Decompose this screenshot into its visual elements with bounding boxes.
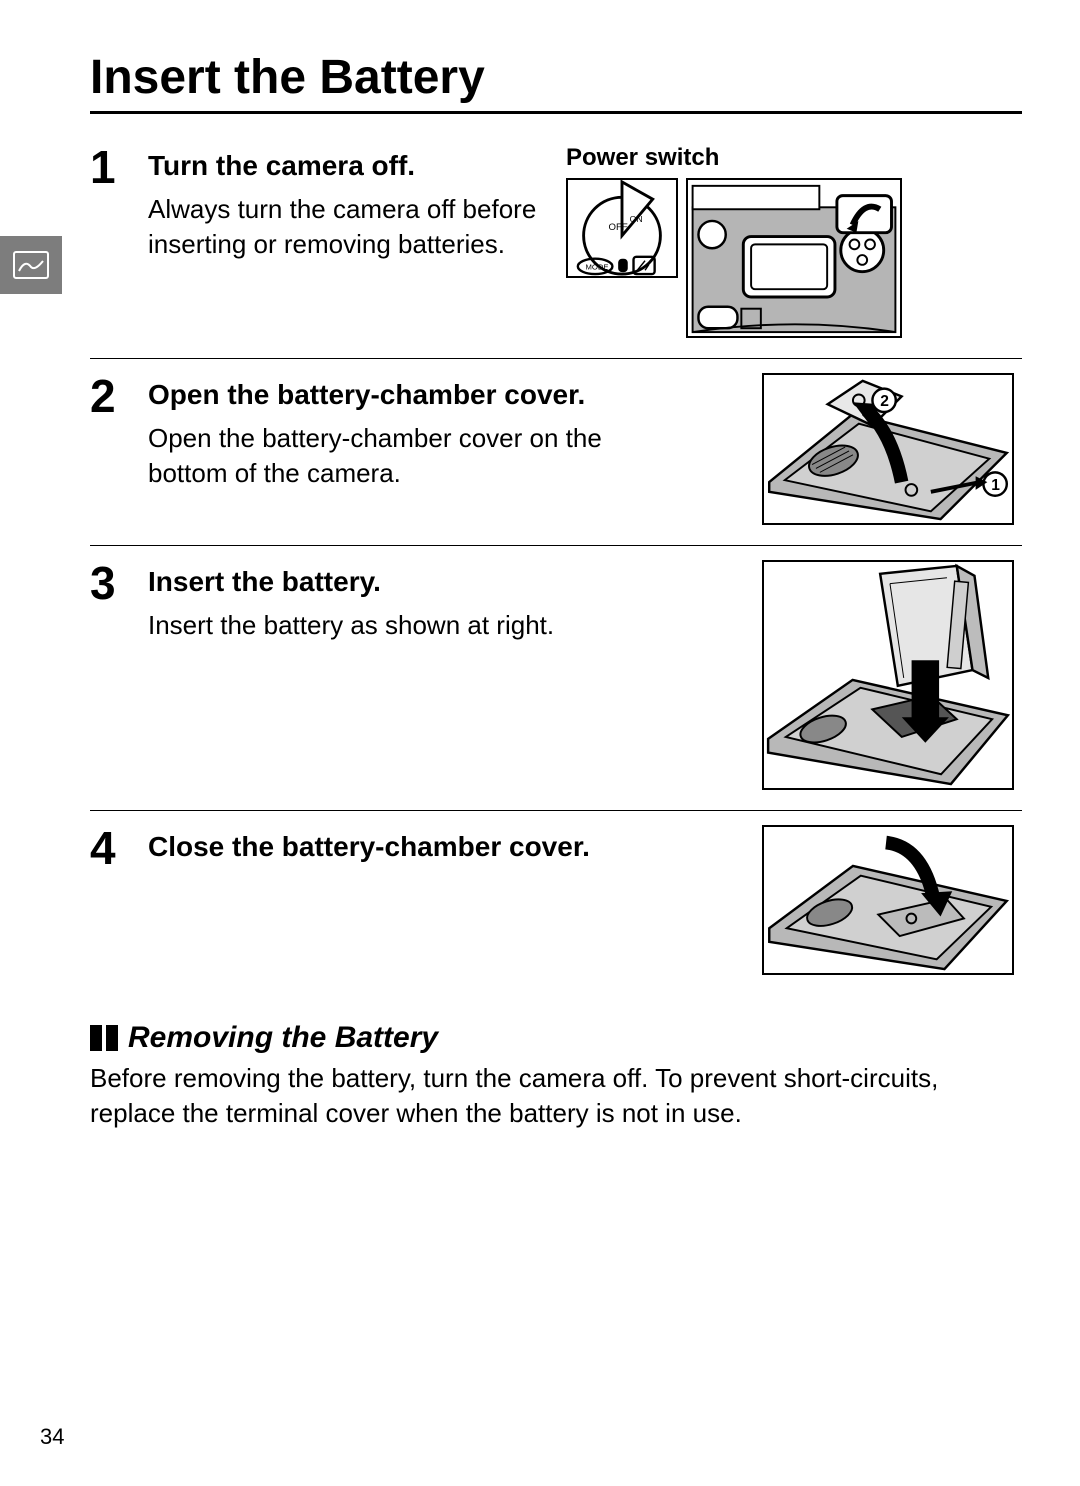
step-text: Always turn the camera off before insert… — [148, 192, 548, 262]
step-title: Turn the camera off. — [148, 150, 548, 182]
insert-battery-illustration — [762, 560, 1014, 790]
illustration-label: Power switch — [566, 144, 719, 172]
step-2: 2 Open the battery-chamber cover. Open t… — [90, 359, 1022, 546]
tab-icon — [13, 251, 49, 279]
step-text: Open the battery-chamber cover on the bo… — [148, 421, 648, 491]
step-title: Insert the battery. — [148, 566, 744, 598]
step-title: Close the battery-chamber cover. — [148, 831, 744, 863]
step-number: 4 — [90, 825, 130, 871]
section-tab — [0, 236, 62, 294]
footer-title: Removing the Battery — [128, 1021, 438, 1055]
step-text: Insert the battery as shown at right. — [148, 608, 744, 643]
svg-text:ON: ON — [630, 214, 643, 224]
svg-text:2: 2 — [880, 393, 889, 410]
step-1: 1 Turn the camera off. Always turn the c… — [90, 130, 1022, 359]
illustration-column: Power switch OFF ON MODE — [566, 144, 906, 338]
step-3: 3 Insert the battery. Insert the battery… — [90, 546, 1022, 811]
step-number: 3 — [90, 560, 130, 606]
section-marker-icon — [90, 1025, 118, 1051]
camera-top-illustration — [686, 178, 902, 338]
step-title: Open the battery-chamber cover. — [148, 379, 744, 411]
step-number: 2 — [90, 373, 130, 419]
footer-text: Before removing the battery, turn the ca… — [90, 1061, 1022, 1131]
svg-text:1: 1 — [991, 477, 1000, 494]
svg-text:OFF: OFF — [609, 222, 628, 233]
manual-page: Insert the Battery 1 Turn the camera off… — [0, 0, 1080, 1486]
power-switch-icon: OFF ON MODE — [566, 178, 678, 278]
step-4: 4 Close the battery-chamber cover. — [90, 811, 1022, 995]
page-title: Insert the Battery — [90, 50, 1022, 114]
step-number: 1 — [90, 144, 130, 190]
page-number: 34 — [40, 1424, 64, 1450]
open-cover-illustration: 2 1 — [762, 373, 1014, 525]
close-cover-illustration — [762, 825, 1014, 975]
footer-section: Removing the Battery Before removing the… — [90, 1021, 1022, 1131]
svg-text:MODE: MODE — [586, 262, 609, 271]
